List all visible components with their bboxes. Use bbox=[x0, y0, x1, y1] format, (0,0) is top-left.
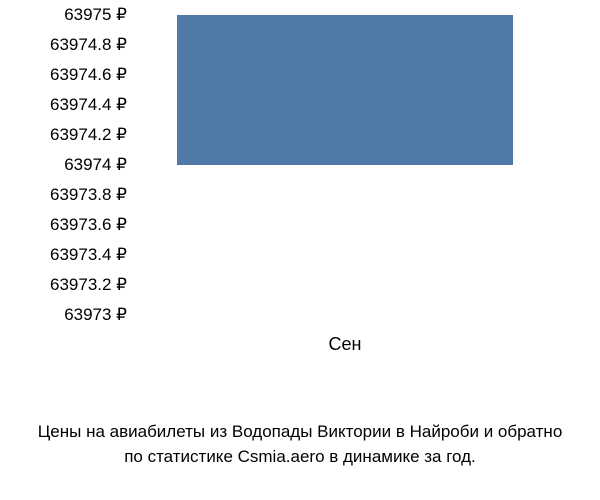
bar bbox=[177, 15, 513, 165]
caption-line-1: Цены на авиабилеты из Водопады Виктории … bbox=[0, 420, 600, 444]
y-axis: 63975 ₽63974.8 ₽63974.6 ₽63974.4 ₽63974.… bbox=[0, 15, 130, 315]
y-tick: 63973 ₽ bbox=[64, 305, 127, 325]
y-tick: 63973.4 ₽ bbox=[50, 245, 127, 265]
y-tick: 63974.6 ₽ bbox=[50, 65, 127, 85]
y-tick: 63973.6 ₽ bbox=[50, 215, 127, 235]
y-tick: 63973.2 ₽ bbox=[50, 275, 127, 295]
y-tick: 63974.4 ₽ bbox=[50, 95, 127, 115]
y-tick: 63975 ₽ bbox=[64, 5, 127, 25]
y-tick: 63973.8 ₽ bbox=[50, 185, 127, 205]
x-tick-label: Сен bbox=[329, 334, 362, 355]
y-tick: 63974.2 ₽ bbox=[50, 125, 127, 145]
plot-area: Сен bbox=[135, 15, 555, 315]
caption-line-2: по статистике Csmia.aero в динамике за г… bbox=[0, 445, 600, 469]
chart-area: 63975 ₽63974.8 ₽63974.6 ₽63974.4 ₽63974.… bbox=[0, 15, 600, 365]
y-tick: 63974 ₽ bbox=[64, 155, 127, 175]
y-tick: 63974.8 ₽ bbox=[50, 35, 127, 55]
